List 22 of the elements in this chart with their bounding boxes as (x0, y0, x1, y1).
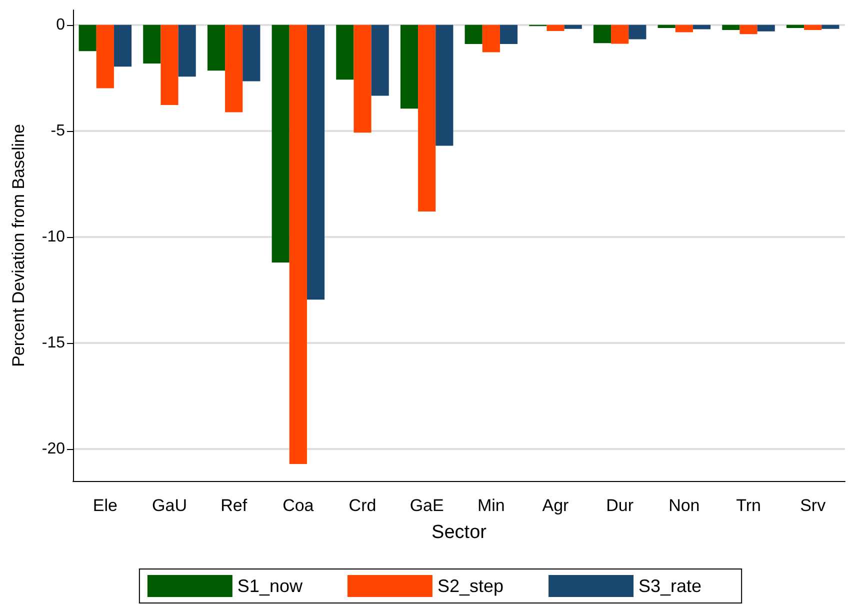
legend-label: S1_now (237, 576, 304, 596)
y-tick-label: 0 (56, 16, 66, 34)
y-tick-label: -20 (42, 440, 66, 458)
x-tick-label: Ele (92, 496, 118, 515)
x-axis-title: Sector (432, 522, 488, 543)
x-tick-label: GaE (410, 496, 444, 515)
x-tick-label: Agr (542, 496, 570, 515)
x-tick-label: Trn (736, 496, 761, 515)
legend-label: S2_step (437, 576, 504, 596)
y-axis-title: Percent Deviation from Baseline (9, 124, 28, 367)
x-tick-label: Crd (348, 496, 376, 515)
y-tick-label: -15 (42, 334, 66, 352)
x-tick-label: Dur (606, 496, 634, 515)
y-tick-label: -5 (50, 122, 66, 140)
x-tick-label: Coa (282, 496, 314, 515)
x-tick-label: Non (668, 496, 700, 515)
y-tick-label: -10 (42, 228, 66, 246)
x-tick-label: GaU (152, 496, 187, 515)
legend-label: S3_rate (638, 576, 702, 596)
x-tick-label: Min (477, 496, 505, 515)
x-tick-label: Srv (800, 496, 826, 515)
x-tick-label: Ref (220, 496, 248, 515)
